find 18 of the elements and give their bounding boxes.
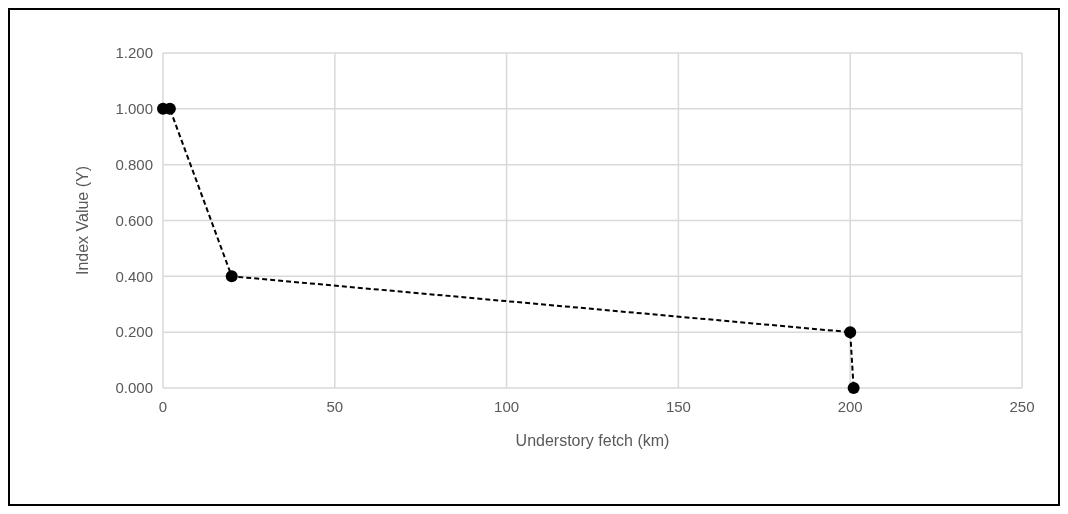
- point: [844, 326, 857, 339]
- y-tick-label: 0.400: [115, 267, 153, 285]
- point: [847, 382, 860, 394]
- x-tick-label: 200: [837, 398, 863, 415]
- x-tick-label: 100: [494, 398, 520, 415]
- y-tick-label: 0.000: [115, 379, 153, 397]
- y-tick-label: 0.600: [115, 211, 153, 229]
- x-axis-title: Understory fetch (km): [515, 432, 670, 449]
- x-tick-label: 50: [326, 398, 344, 415]
- x-tick-label: 250: [1009, 398, 1035, 415]
- y-tick-label: 1.000: [115, 100, 153, 118]
- x-tick-label: 150: [665, 398, 691, 415]
- y-axis-title: Index Value (Y): [74, 165, 91, 276]
- y-tick-label: 0.800: [115, 155, 153, 173]
- point: [225, 270, 238, 283]
- x-tick-label: 0: [158, 398, 168, 415]
- y-tick-label: 0.200: [115, 323, 153, 341]
- y-tick-label: 1.200: [115, 44, 153, 62]
